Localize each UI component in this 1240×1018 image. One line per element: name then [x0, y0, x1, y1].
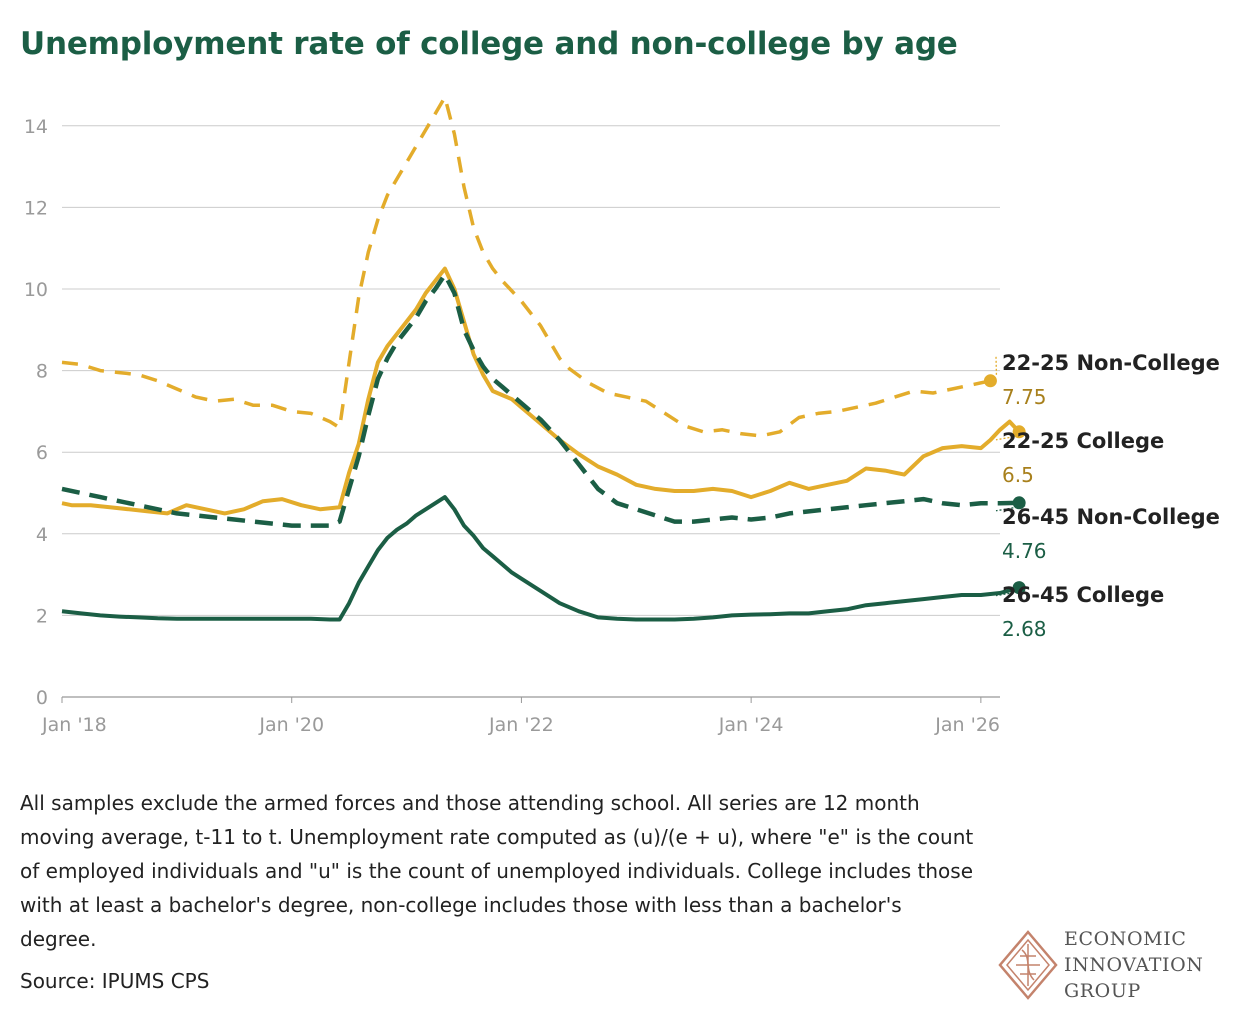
series-end-marker-3 [1012, 496, 1026, 510]
series-line-4 [61, 495, 1020, 622]
series-leader-3 [995, 505, 1026, 512]
eig-diamond-logo-icon [998, 930, 1058, 1000]
series-end-value-3: 4.76 [1002, 539, 1047, 563]
y-tick-label-0: 0 [36, 687, 48, 709]
series-end-marker-1 [983, 374, 997, 388]
x-tick-label-0: Jan '18 [41, 714, 107, 736]
logo-line-1: ECONOMIC [1064, 928, 1187, 950]
series-line-3 [61, 272, 1020, 528]
series-line-1 [61, 95, 991, 438]
series-leader-2 [995, 434, 1026, 441]
grid-lines [62, 125, 1000, 698]
series-end-marker-4 [1012, 581, 1026, 595]
source-line: Source: IPUMS CPS [20, 969, 210, 993]
y-tick-label-14: 14 [24, 116, 48, 138]
y-tick-label-2: 2 [36, 605, 48, 627]
y-tick-label-12: 12 [24, 197, 48, 219]
y-tick-label-8: 8 [36, 361, 48, 383]
logo-line-3: GROUP [1064, 980, 1141, 1002]
series-end-marker-2 [1012, 425, 1026, 439]
y-tick-label-4: 4 [36, 524, 48, 546]
line-chart: 0 2 4 6 8 10 12 14 Jan '18 Jan '20 Jan '22 Jan '24… [24, 95, 1220, 736]
y-tick-label-10: 10 [24, 279, 48, 301]
series-end-value-1: 7.75 [1002, 385, 1047, 409]
series-line-2 [61, 266, 1021, 516]
series-end-labels: 22-25 Non-College 7.75 22-25 College 6.5 26-… [995, 351, 1220, 641]
series-lines [61, 95, 1026, 622]
series-name-label-1: 22-25 Non-College [1002, 351, 1220, 375]
x-tick-label-2: Jan '22 [488, 714, 554, 736]
y-tick-label-6: 6 [36, 442, 48, 464]
x-tick-label-4: Jan '26 [934, 714, 1000, 736]
series-name-label-4: 26-45 College [1002, 583, 1164, 607]
eig-logo-text: ECONOMIC INNOVATION GROUP [1064, 926, 1204, 1004]
series-end-value-2: 6.5 [1002, 463, 1034, 487]
y-axis-tick-labels: 0 2 4 6 8 10 12 14 [24, 116, 48, 709]
x-axis-tick-labels: Jan '18 Jan '20 Jan '22 Jan '24 Jan '26 [41, 697, 1000, 736]
chart-title: Unemployment rate of college and non-col… [20, 26, 958, 62]
series-name-label-3: 26-45 Non-College [1002, 505, 1220, 529]
logo-line-2: INNOVATION [1064, 954, 1204, 976]
x-tick-label-1: Jan '20 [258, 714, 324, 736]
x-tick-label-3: Jan '24 [718, 714, 784, 736]
eig-logo: ECONOMIC INNOVATION GROUP [998, 924, 1234, 1004]
chart-note: All samples exclude the armed forces and… [20, 791, 974, 951]
series-name-label-2: 22-25 College [1002, 429, 1164, 453]
series-end-value-4: 2.68 [1002, 617, 1047, 641]
series-leader-4 [995, 590, 1026, 597]
